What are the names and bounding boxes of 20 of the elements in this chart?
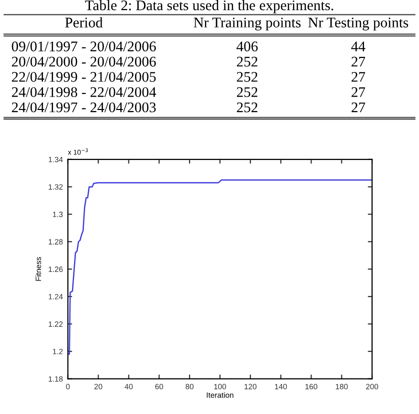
category-label: Period: [65, 17, 103, 28]
text: 22/04/1999 - 21/04/2005: [12, 72, 156, 82]
line-series: [68, 179, 372, 355]
text: 27: [352, 72, 366, 82]
text: Table 2: Data sets used in the experiments.: [85, 0, 334, 14]
text: 24/04/1998 - 22/04/2004: [12, 87, 156, 98]
text: 24/04/1997 - 24/04/2003: [12, 102, 156, 112]
text: 27: [352, 87, 366, 97]
text: 252: [236, 102, 258, 112]
text: 44: [351, 42, 366, 52]
text: 27: [352, 102, 366, 112]
text: 252: [236, 72, 258, 82]
text: 20/04/2000 - 20/04/2006: [12, 56, 156, 67]
text: 406: [236, 42, 258, 52]
text: 252: [236, 56, 258, 67]
text: 252: [236, 87, 258, 98]
text: 27: [352, 56, 366, 66]
category-label: Nr Training points: [194, 18, 301, 30]
text: 09/01/1997 - 20/04/2006: [12, 42, 156, 52]
category-label: Nr Testing points: [308, 18, 408, 30]
